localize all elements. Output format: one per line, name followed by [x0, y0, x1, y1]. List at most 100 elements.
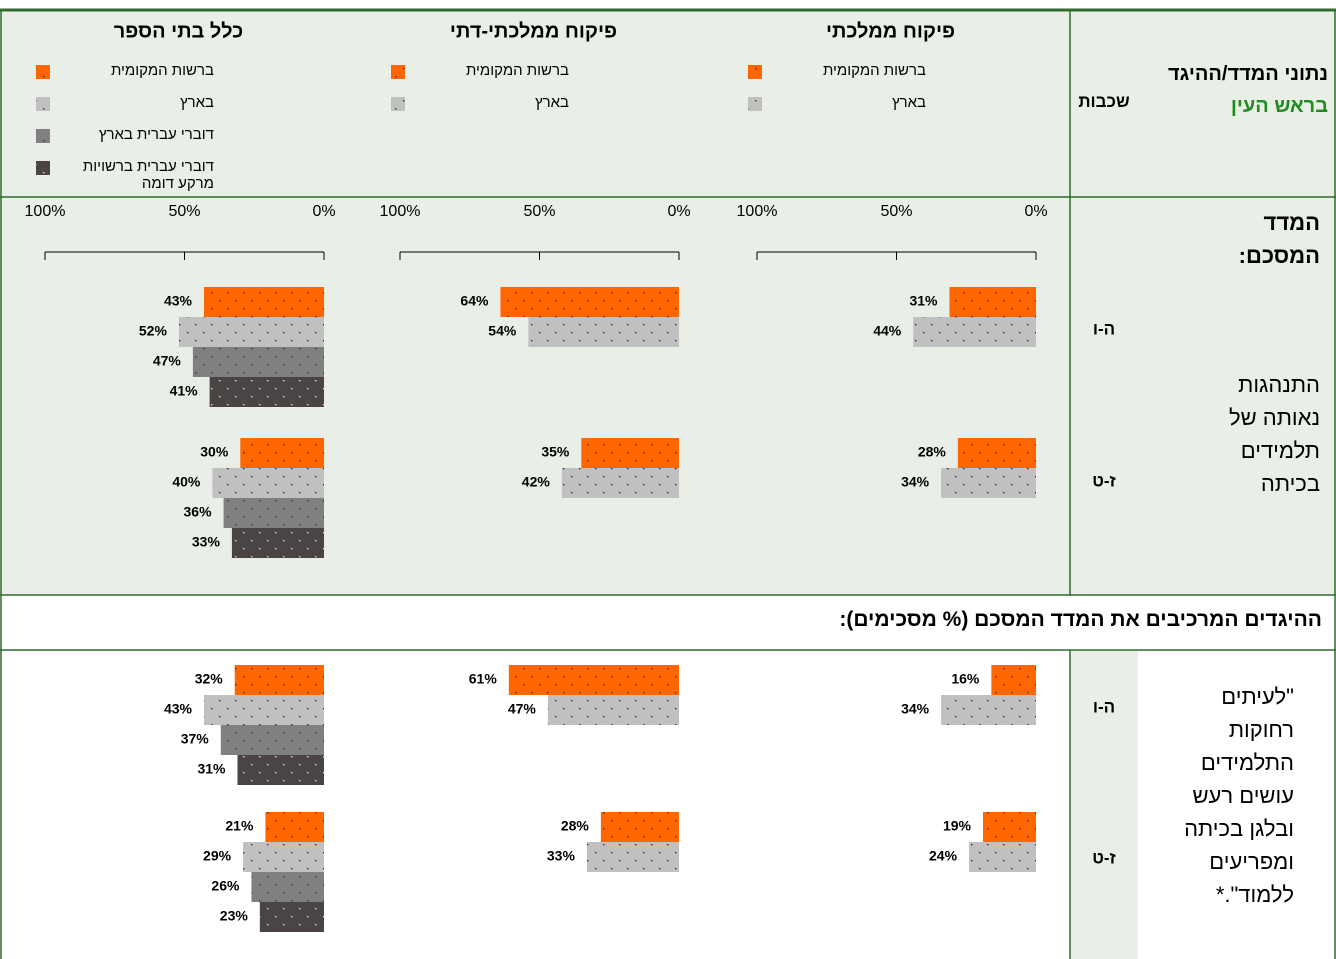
legend-swatch — [748, 65, 762, 79]
legend-label: ברשות המקומית — [465, 62, 569, 79]
x-tick-label: 0% — [1024, 203, 1047, 220]
bar — [949, 287, 1036, 317]
value-label: 40% — [172, 474, 201, 490]
grade-label: ז-ט — [1092, 848, 1116, 867]
value-label: 32% — [195, 671, 224, 687]
value-label: 31% — [197, 761, 226, 777]
bar — [941, 695, 1036, 725]
bar — [223, 498, 324, 528]
value-label: 41% — [170, 383, 199, 399]
bar — [561, 468, 679, 498]
summary-title: המדד המסכם: — [1238, 210, 1320, 268]
value-label: 24% — [929, 848, 958, 864]
grade-label: ה-ו — [1093, 319, 1115, 338]
bar — [204, 287, 324, 317]
bar — [586, 842, 679, 872]
legend-swatch — [36, 97, 50, 111]
bar — [941, 468, 1036, 498]
bar — [500, 287, 679, 317]
value-label: 21% — [225, 818, 254, 834]
bar — [991, 665, 1036, 695]
x-tick-label: 50% — [523, 203, 555, 220]
bar — [508, 665, 679, 695]
legend-swatch — [36, 65, 50, 79]
header-label-text: נתוני המדד/ההיגד — [1168, 63, 1328, 85]
grade-label: ז-ט — [1092, 471, 1116, 490]
legend-swatch — [36, 161, 50, 175]
value-label: 28% — [561, 818, 590, 834]
panel-title: פיקוח ממלכתי — [826, 20, 955, 42]
bar — [192, 347, 324, 377]
bar — [259, 902, 324, 932]
value-label: 19% — [943, 818, 972, 834]
value-label: 34% — [901, 474, 930, 490]
value-label: 16% — [951, 671, 980, 687]
value-label: 36% — [184, 504, 213, 520]
bar — [957, 438, 1036, 468]
value-label: 29% — [203, 848, 232, 864]
x-tick-label: 50% — [168, 203, 200, 220]
bar — [220, 725, 324, 755]
legend-label: בארץ — [535, 94, 569, 111]
bar — [209, 377, 324, 407]
bar — [212, 468, 324, 498]
bar — [982, 812, 1036, 842]
bar — [234, 665, 324, 695]
bar — [240, 438, 324, 468]
bar — [265, 812, 324, 842]
bar — [204, 695, 324, 725]
panel-title: כלל בתי הספר — [114, 20, 244, 42]
borders — [0, 8, 1336, 959]
bar — [600, 812, 679, 842]
x-tick-label: 0% — [312, 203, 335, 220]
header-label: נתוני המדד/ההיגד בראש העין — [1148, 58, 1328, 122]
x-tick-label: 100% — [737, 203, 778, 220]
legend-swatch — [391, 65, 405, 79]
value-label: 23% — [220, 908, 249, 924]
legend-label: ברשות המקומית — [110, 62, 214, 79]
bar — [969, 842, 1036, 872]
value-label: 31% — [909, 293, 938, 309]
value-label: 52% — [139, 323, 168, 339]
legend-swatch — [36, 129, 50, 143]
value-label: 42% — [522, 474, 551, 490]
value-label: 26% — [211, 878, 240, 894]
value-label: 37% — [181, 731, 210, 747]
header-label-highlight: בראש העין — [1230, 95, 1328, 117]
legend-swatch — [391, 97, 405, 111]
legend-label: דוברי עברית בארץ — [98, 126, 214, 143]
value-label: 47% — [153, 353, 182, 369]
x-tick-label: 0% — [667, 203, 690, 220]
value-label: 54% — [488, 323, 517, 339]
bar — [528, 317, 679, 347]
bar — [913, 317, 1036, 347]
components-item: "לעיתים רחוקות התלמידים עושים רעש ובלגן … — [1184, 684, 1294, 907]
value-label: 61% — [469, 671, 498, 687]
panel-title: פיקוח ממלכתי-דתי — [450, 20, 617, 42]
value-label: 64% — [460, 293, 489, 309]
grade-label: ה-ו — [1093, 697, 1115, 716]
value-label: 35% — [541, 444, 570, 460]
bar — [243, 842, 324, 872]
grades-label: שכבות — [1078, 92, 1130, 111]
value-label: 47% — [508, 701, 537, 717]
bar — [237, 755, 324, 785]
x-tick-label: 100% — [380, 203, 421, 220]
bar — [547, 695, 679, 725]
x-tick-label: 50% — [880, 203, 912, 220]
value-label: 43% — [164, 701, 193, 717]
bar — [251, 872, 324, 902]
legend-swatch — [748, 97, 762, 111]
legend-label: דוברי עברית ברשויות מרקע דומה — [82, 158, 214, 192]
legend-label: בארץ — [892, 94, 926, 111]
value-label: 33% — [192, 534, 221, 550]
value-label: 34% — [901, 701, 930, 717]
value-label: 30% — [200, 444, 229, 460]
bar — [178, 317, 324, 347]
value-label: 33% — [547, 848, 576, 864]
legend-label: בארץ — [180, 94, 214, 111]
value-label: 44% — [873, 323, 902, 339]
components-title: ההיגדים המרכיבים את המדד המסכם (% מסכימי… — [839, 608, 1322, 631]
